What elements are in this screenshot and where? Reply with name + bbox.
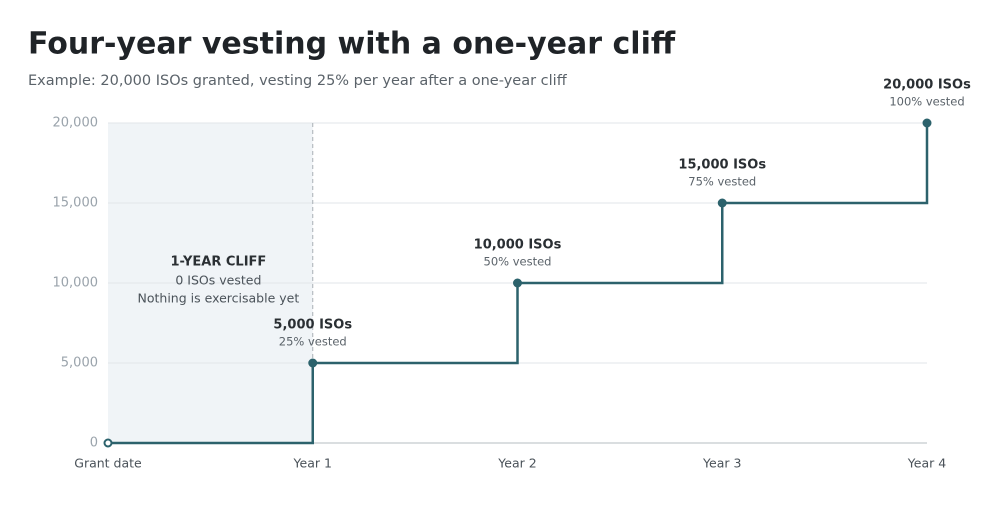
value-sublabel: 50% vested <box>484 255 552 269</box>
x-tick-label: Year 4 <box>907 456 946 471</box>
y-tick-label: 15,000 <box>53 196 99 211</box>
x-tick-label: Year 2 <box>497 456 536 471</box>
step-segment <box>108 363 314 445</box>
x-tick-label: Grant date <box>74 456 142 471</box>
chart-subtitle: Example: 20,000 ISOs granted, vesting 25… <box>28 73 568 89</box>
step-segment <box>722 123 929 205</box>
value-label: 5,000 ISOs <box>273 318 352 333</box>
data-point <box>717 198 727 208</box>
data-point <box>513 278 522 288</box>
annotation-line: 0 ISOs vested <box>175 273 261 288</box>
value-label: 20,000 ISOs <box>883 78 971 93</box>
value-label: 10,000 ISOs <box>474 238 562 253</box>
x-tick-label: Year 1 <box>293 456 332 471</box>
data-point <box>922 118 932 128</box>
data-point <box>308 358 318 368</box>
value-sublabel: 25% vested <box>279 335 347 349</box>
data-point <box>103 438 113 448</box>
y-tick-label: 0 <box>90 436 98 451</box>
value-sublabel: 75% vested <box>688 175 756 189</box>
y-tick-label: 20,000 <box>53 116 99 131</box>
chart-title: Four-year vesting with a one-year cliff <box>28 27 676 62</box>
step-segment <box>312 283 519 365</box>
value-sublabel: 100% vested <box>889 95 964 109</box>
value-label: 15,000 ISOs <box>678 158 766 173</box>
y-tick-label: 10,000 <box>53 276 99 291</box>
annotation-title: 1-YEAR CLIFF <box>170 255 266 270</box>
annotation-line: Nothing is exercisable yet <box>138 291 300 306</box>
y-tick-label: 5,000 <box>61 356 98 371</box>
x-tick-label: Year 3 <box>702 456 741 471</box>
step-segment <box>517 203 724 285</box>
